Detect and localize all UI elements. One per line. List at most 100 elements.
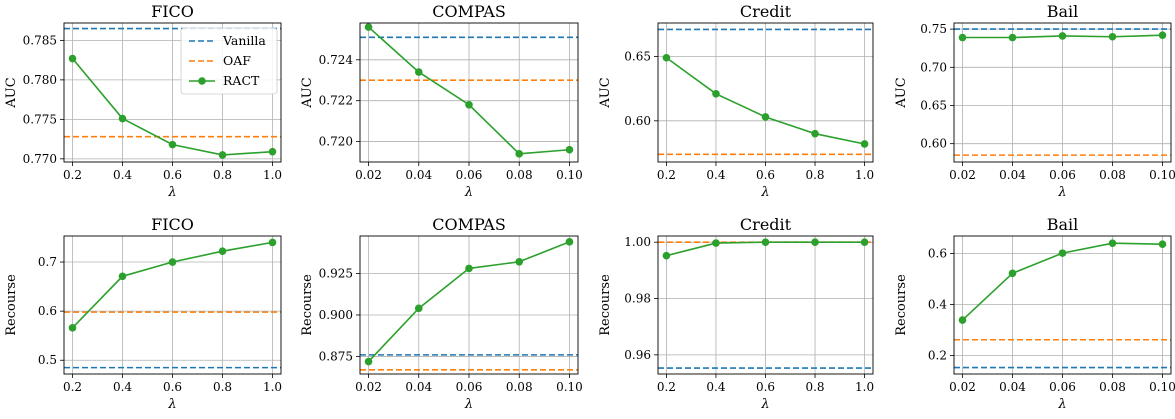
plot-area bbox=[658, 238, 873, 369]
legend-label-vanilla: Vanilla bbox=[222, 33, 266, 48]
data-point-ract bbox=[662, 251, 671, 260]
data-point-ract bbox=[414, 304, 423, 313]
y-tick-label: 0.722 bbox=[319, 94, 353, 108]
x-axis-label: λ bbox=[1057, 185, 1066, 200]
chart-title: Credit bbox=[740, 2, 792, 21]
x-tick-label: 0.2 bbox=[63, 168, 82, 182]
plot-area bbox=[658, 28, 873, 156]
x-tick-label: 0.10 bbox=[1149, 168, 1175, 182]
data-point-ract bbox=[168, 258, 177, 266]
x-tick-label: 0.8 bbox=[213, 380, 232, 394]
x-axis-label: λ bbox=[1057, 397, 1066, 412]
data-point-ract bbox=[268, 238, 277, 247]
x-tick-label: 0.08 bbox=[1099, 168, 1126, 182]
x-tick-label: 0.2 bbox=[657, 380, 676, 394]
data-point-ract bbox=[515, 150, 524, 158]
chart-title: FICO bbox=[151, 215, 194, 234]
data-point-ract bbox=[761, 113, 770, 121]
chart-title: Bail bbox=[1047, 2, 1079, 21]
data-point-ract bbox=[515, 257, 524, 266]
plot-area bbox=[954, 28, 1171, 156]
data-point-ract bbox=[811, 238, 819, 246]
y-tick-label: 0.4 bbox=[928, 297, 947, 311]
y-tick-label: 0.60 bbox=[624, 114, 651, 128]
plot-area bbox=[64, 238, 281, 369]
data-point-ract bbox=[1108, 239, 1117, 247]
x-axis-label: λ bbox=[464, 185, 473, 200]
data-point-ract bbox=[168, 140, 177, 149]
chart-title: FICO bbox=[151, 2, 194, 21]
data-point-ract bbox=[414, 68, 423, 76]
chart-title: COMPAS bbox=[432, 2, 506, 21]
y-tick-label: 0.720 bbox=[319, 135, 353, 149]
y-tick-label: 0.5 bbox=[38, 353, 57, 367]
data-point-ract bbox=[761, 238, 770, 246]
chart-panel-4: 0.2 0.4 0.6 0.8 1.0 0.5 0.6 0.7 FICO λ Recourse bbox=[4, 215, 282, 412]
data-point-ract bbox=[68, 324, 77, 332]
data-point-ract bbox=[662, 53, 671, 62]
x-tick-label: 0.2 bbox=[657, 168, 676, 182]
x-tick-label: 0.4 bbox=[706, 380, 725, 394]
data-point-ract bbox=[811, 129, 819, 138]
data-point-ract bbox=[1108, 32, 1117, 41]
y-tick-label: 0.65 bbox=[624, 49, 651, 63]
x-tick-label: 0.6 bbox=[756, 168, 775, 182]
data-point-ract bbox=[465, 100, 473, 109]
x-tick-label: 0.08 bbox=[1099, 380, 1126, 394]
legend: Vanilla OAF RACT bbox=[180, 27, 278, 95]
data-point-ract bbox=[268, 147, 277, 156]
y-tick-label: 0.785 bbox=[23, 33, 57, 47]
x-tick-label: 0.8 bbox=[213, 168, 232, 182]
x-axis-label: λ bbox=[464, 397, 473, 412]
x-tick-label: 0.08 bbox=[506, 380, 533, 394]
x-tick-label: 1.0 bbox=[855, 168, 874, 182]
x-tick-label: 1.0 bbox=[855, 380, 874, 394]
y-tick-label: 1.00 bbox=[624, 235, 651, 249]
y-tick-label: 0.900 bbox=[319, 308, 353, 322]
x-tick-label: 0.8 bbox=[805, 168, 824, 182]
y-tick-label: 0.2 bbox=[928, 349, 947, 363]
y-tick-label: 0.70 bbox=[920, 60, 947, 74]
data-point-ract bbox=[364, 357, 373, 366]
data-point-ract bbox=[712, 89, 720, 98]
x-tick-label: 0.6 bbox=[163, 380, 182, 394]
x-tick-label: 0.4 bbox=[113, 168, 132, 182]
x-tick-label: 0.06 bbox=[1049, 168, 1076, 182]
data-point-ract bbox=[860, 140, 869, 148]
x-tick-label: 0.10 bbox=[556, 168, 583, 182]
chart-panel-6: 0.2 0.4 0.6 0.8 1.0 0.96 0.98 1.00 Credit λ Recour… bbox=[598, 215, 874, 412]
x-tick-label: 0.04 bbox=[999, 380, 1026, 394]
legend-label-ract: RACT bbox=[223, 73, 260, 88]
plot-area bbox=[360, 23, 578, 158]
y-tick-label: 0.770 bbox=[23, 152, 57, 166]
data-point-ract bbox=[958, 33, 967, 42]
y-axis-label: Recourse bbox=[894, 274, 909, 336]
y-tick-label: 0.724 bbox=[319, 53, 354, 67]
plot-area bbox=[360, 238, 578, 371]
chart-panel-2: 0.2 0.4 0.6 0.8 1.0 0.60 0.65 Credit λ AUC bbox=[598, 2, 874, 200]
plot-area bbox=[954, 239, 1171, 369]
y-axis-label: Recourse bbox=[300, 274, 315, 336]
x-tick-label: 0.2 bbox=[63, 380, 82, 394]
data-point-ract bbox=[712, 239, 720, 247]
data-point-ract bbox=[218, 247, 227, 256]
x-tick-label: 0.6 bbox=[163, 168, 182, 182]
y-tick-label: 0.98 bbox=[624, 292, 651, 306]
y-tick-label: 0.875 bbox=[319, 350, 353, 364]
chart-panel-7: 0.02 0.04 0.06 0.08 0.10 0.2 0.4 0.6 Bail λ Recour… bbox=[894, 215, 1175, 412]
x-tick-label: 0.06 bbox=[1049, 380, 1076, 394]
chart-panel-5: 0.02 0.04 0.06 0.08 0.10 0.875 0.900 0.925 COMPA… bbox=[300, 215, 583, 412]
x-tick-label: 0.06 bbox=[456, 168, 483, 182]
data-point-ract bbox=[1058, 249, 1067, 257]
y-tick-label: 0.96 bbox=[624, 348, 651, 362]
x-tick-label: 0.6 bbox=[756, 380, 775, 394]
x-tick-label: 0.04 bbox=[405, 380, 432, 394]
chart-panel-3: 0.02 0.04 0.06 0.08 0.10 0.60 0.65 0.70 0.75 Bail… bbox=[894, 2, 1175, 200]
y-tick-label: 0.925 bbox=[319, 266, 353, 280]
x-tick-label: 0.04 bbox=[405, 168, 432, 182]
x-tick-label: 0.02 bbox=[949, 168, 976, 182]
data-point-ract bbox=[1008, 269, 1017, 278]
data-point-ract bbox=[860, 238, 869, 246]
data-point-ract bbox=[565, 238, 574, 246]
